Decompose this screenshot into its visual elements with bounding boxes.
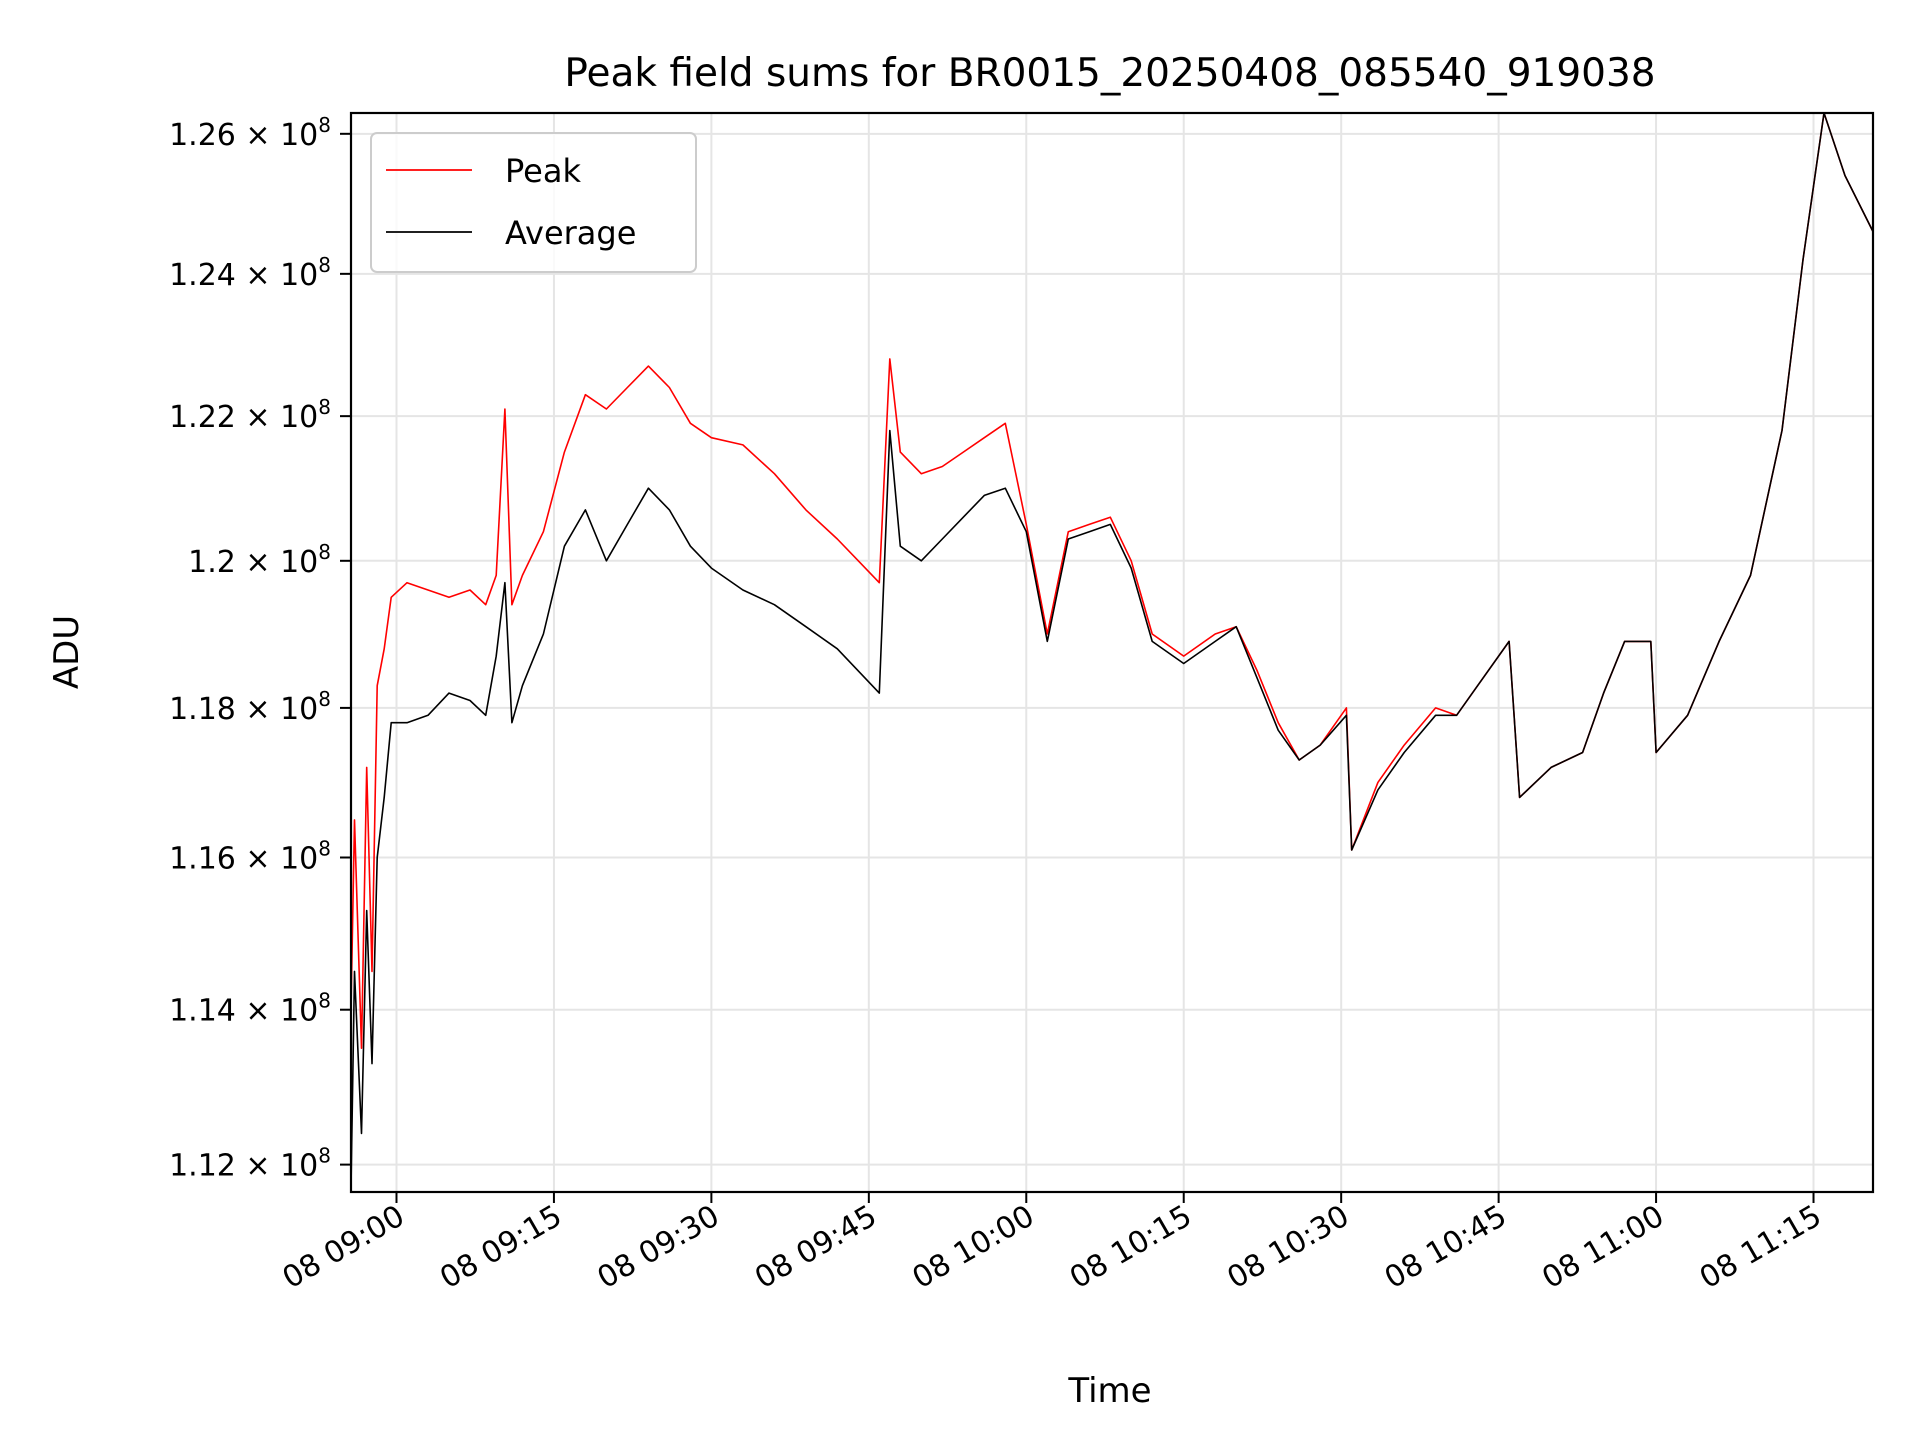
chart-title: Peak field sums for BR0015_20250408_0855… xyxy=(564,51,1655,96)
y-tick-label: 1.18 × 108 xyxy=(169,687,331,727)
y-axis: 1.12 × 108 1.14 × 108 1.16 × 108 1.18 × 108… xyxy=(169,113,351,1184)
y-tick-label: 1.24 × 108 xyxy=(169,253,331,293)
legend: Peak Average xyxy=(370,132,697,273)
legend-box xyxy=(370,132,697,273)
grid xyxy=(351,113,1873,1192)
y-tick-label: 1.2 × 108 xyxy=(188,540,331,580)
legend-label-peak: Peak xyxy=(505,152,581,190)
series-layer xyxy=(351,113,1873,1189)
series-line-average xyxy=(351,113,1873,1189)
y-tick-label: 1.12 × 108 xyxy=(169,1144,331,1184)
y-tick-label: 1.14 × 108 xyxy=(169,989,331,1029)
y-tick-label: 1.16 × 108 xyxy=(169,837,331,877)
y-axis-label: ADU xyxy=(47,615,87,689)
y-tick-label: 1.26 × 108 xyxy=(169,113,331,153)
plot-frame xyxy=(349,111,1875,1194)
y-tick-label: 1.22 × 108 xyxy=(169,395,331,435)
legend-label-average: Average xyxy=(505,214,636,252)
x-axis-label: Time xyxy=(1067,1371,1151,1411)
